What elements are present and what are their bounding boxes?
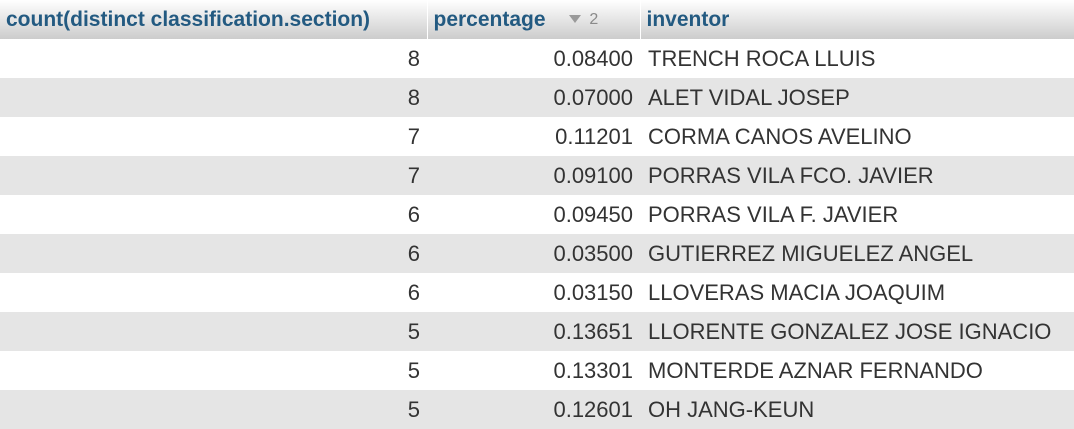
table-row[interactable]: 6 0.09450 PORRAS VILA F. JAVIER (0, 195, 1074, 234)
cell-count[interactable]: 7 (0, 156, 427, 195)
cell-percentage[interactable]: 0.08400 (427, 39, 640, 78)
cell-percentage[interactable]: 0.09100 (427, 156, 640, 195)
cell-count[interactable]: 5 (0, 390, 427, 429)
table-row[interactable]: 8 0.07000 ALET VIDAL JOSEP (0, 78, 1074, 117)
cell-count[interactable]: 8 (0, 78, 427, 117)
cell-count[interactable]: 5 (0, 351, 427, 390)
table-row[interactable]: 5 0.12601 OH JANG-KEUN (0, 390, 1074, 429)
cell-inventor[interactable]: ALET VIDAL JOSEP (640, 78, 1074, 117)
sort-descending-icon[interactable] (569, 14, 582, 23)
table-row[interactable]: 6 0.03500 GUTIERREZ MIGUELEZ ANGEL (0, 234, 1074, 273)
column-header-count[interactable]: count(distinct classification.section) (0, 0, 428, 39)
sort-order-number: 2 (589, 10, 599, 28)
cell-percentage[interactable]: 0.12601 (427, 390, 640, 429)
header-row: count(distinct classification.section) p… (0, 0, 1074, 39)
cell-count[interactable]: 5 (0, 312, 427, 351)
table-row[interactable]: 7 0.11201 CORMA CANOS AVELINO (0, 117, 1074, 156)
cell-inventor[interactable]: LLOVERAS MACIA JOAQUIM (640, 273, 1074, 312)
table-row[interactable]: 6 0.03150 LLOVERAS MACIA JOAQUIM (0, 273, 1074, 312)
table-row[interactable]: 8 0.08400 TRENCH ROCA LLUIS (0, 39, 1074, 78)
cell-inventor[interactable]: TRENCH ROCA LLUIS (640, 39, 1074, 78)
cell-percentage[interactable]: 0.03500 (427, 234, 640, 273)
cell-count[interactable]: 8 (0, 39, 427, 78)
cell-percentage[interactable]: 0.11201 (427, 117, 640, 156)
column-header-label[interactable]: count(distinct classification.section) (6, 7, 371, 31)
cell-percentage[interactable]: 0.03150 (427, 273, 640, 312)
cell-inventor[interactable]: CORMA CANOS AVELINO (640, 117, 1074, 156)
column-header-label[interactable]: percentage (433, 7, 546, 31)
column-header-label[interactable]: inventor (646, 7, 730, 31)
cell-percentage[interactable]: 0.13301 (427, 351, 640, 390)
cell-count[interactable]: 6 (0, 234, 427, 273)
table-row[interactable]: 5 0.13651 LLORENTE GONZALEZ JOSE IGNACIO (0, 312, 1074, 351)
cell-percentage[interactable]: 0.09450 (427, 195, 640, 234)
cell-inventor[interactable]: OH JANG-KEUN (640, 390, 1074, 429)
cell-count[interactable]: 6 (0, 273, 427, 312)
cell-percentage[interactable]: 0.07000 (427, 78, 640, 117)
table-row[interactable]: 7 0.09100 PORRAS VILA FCO. JAVIER (0, 156, 1074, 195)
cell-inventor[interactable]: LLORENTE GONZALEZ JOSE IGNACIO (640, 312, 1074, 351)
cell-percentage[interactable]: 0.13651 (427, 312, 640, 351)
cell-count[interactable]: 7 (0, 117, 427, 156)
table-row[interactable]: 5 0.13301 MONTERDE AZNAR FERNANDO (0, 351, 1074, 390)
sort-indicator[interactable]: 2 (569, 11, 598, 29)
cell-count[interactable]: 6 (0, 195, 427, 234)
column-header-inventor[interactable]: inventor (640, 0, 1074, 39)
cell-inventor[interactable]: PORRAS VILA F. JAVIER (640, 195, 1074, 234)
column-header-percentage[interactable]: percentage 2 (427, 0, 641, 39)
cell-inventor[interactable]: GUTIERREZ MIGUELEZ ANGEL (640, 234, 1074, 273)
cell-inventor[interactable]: PORRAS VILA FCO. JAVIER (640, 156, 1074, 195)
cell-inventor[interactable]: MONTERDE AZNAR FERNANDO (640, 351, 1074, 390)
